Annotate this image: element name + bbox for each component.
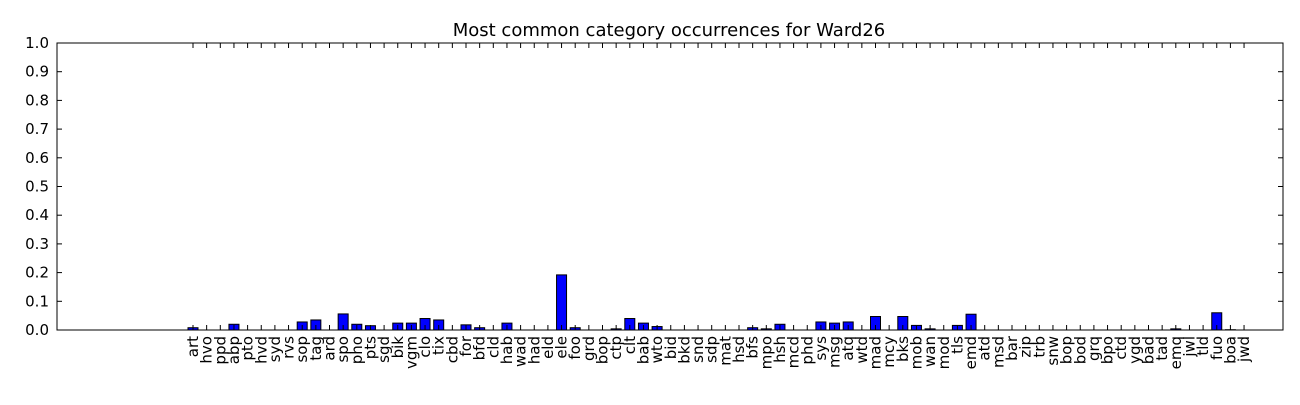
- y-axis: 0.0 0.1 0.2 0.3 0.4 0.5 0.6 0.7 0.8 0.9 1.0: [25, 34, 1283, 339]
- y-tick-label: 0.9: [25, 63, 49, 81]
- y-tick-label: 1.0: [25, 34, 49, 52]
- bar-ele: [557, 275, 567, 330]
- y-tick-label: 0.2: [25, 264, 49, 282]
- y-tick-label: 0.7: [25, 120, 49, 138]
- y-tick-label: 0.0: [25, 321, 49, 339]
- y-tick-label: 0.1: [25, 292, 49, 310]
- y-tick-label: 0.8: [25, 91, 49, 109]
- plot-frame: [57, 43, 1283, 330]
- y-tick-label: 0.4: [25, 206, 49, 224]
- y-tick-label: 0.3: [25, 235, 49, 253]
- y-tick-label: 0.5: [25, 178, 49, 196]
- bars-group: [188, 275, 1235, 330]
- y-tick-label: 0.6: [25, 149, 49, 167]
- x-tick-label-jwd: jwd: [1235, 336, 1253, 363]
- chart-title: Most common category occurrences for War…: [453, 20, 886, 41]
